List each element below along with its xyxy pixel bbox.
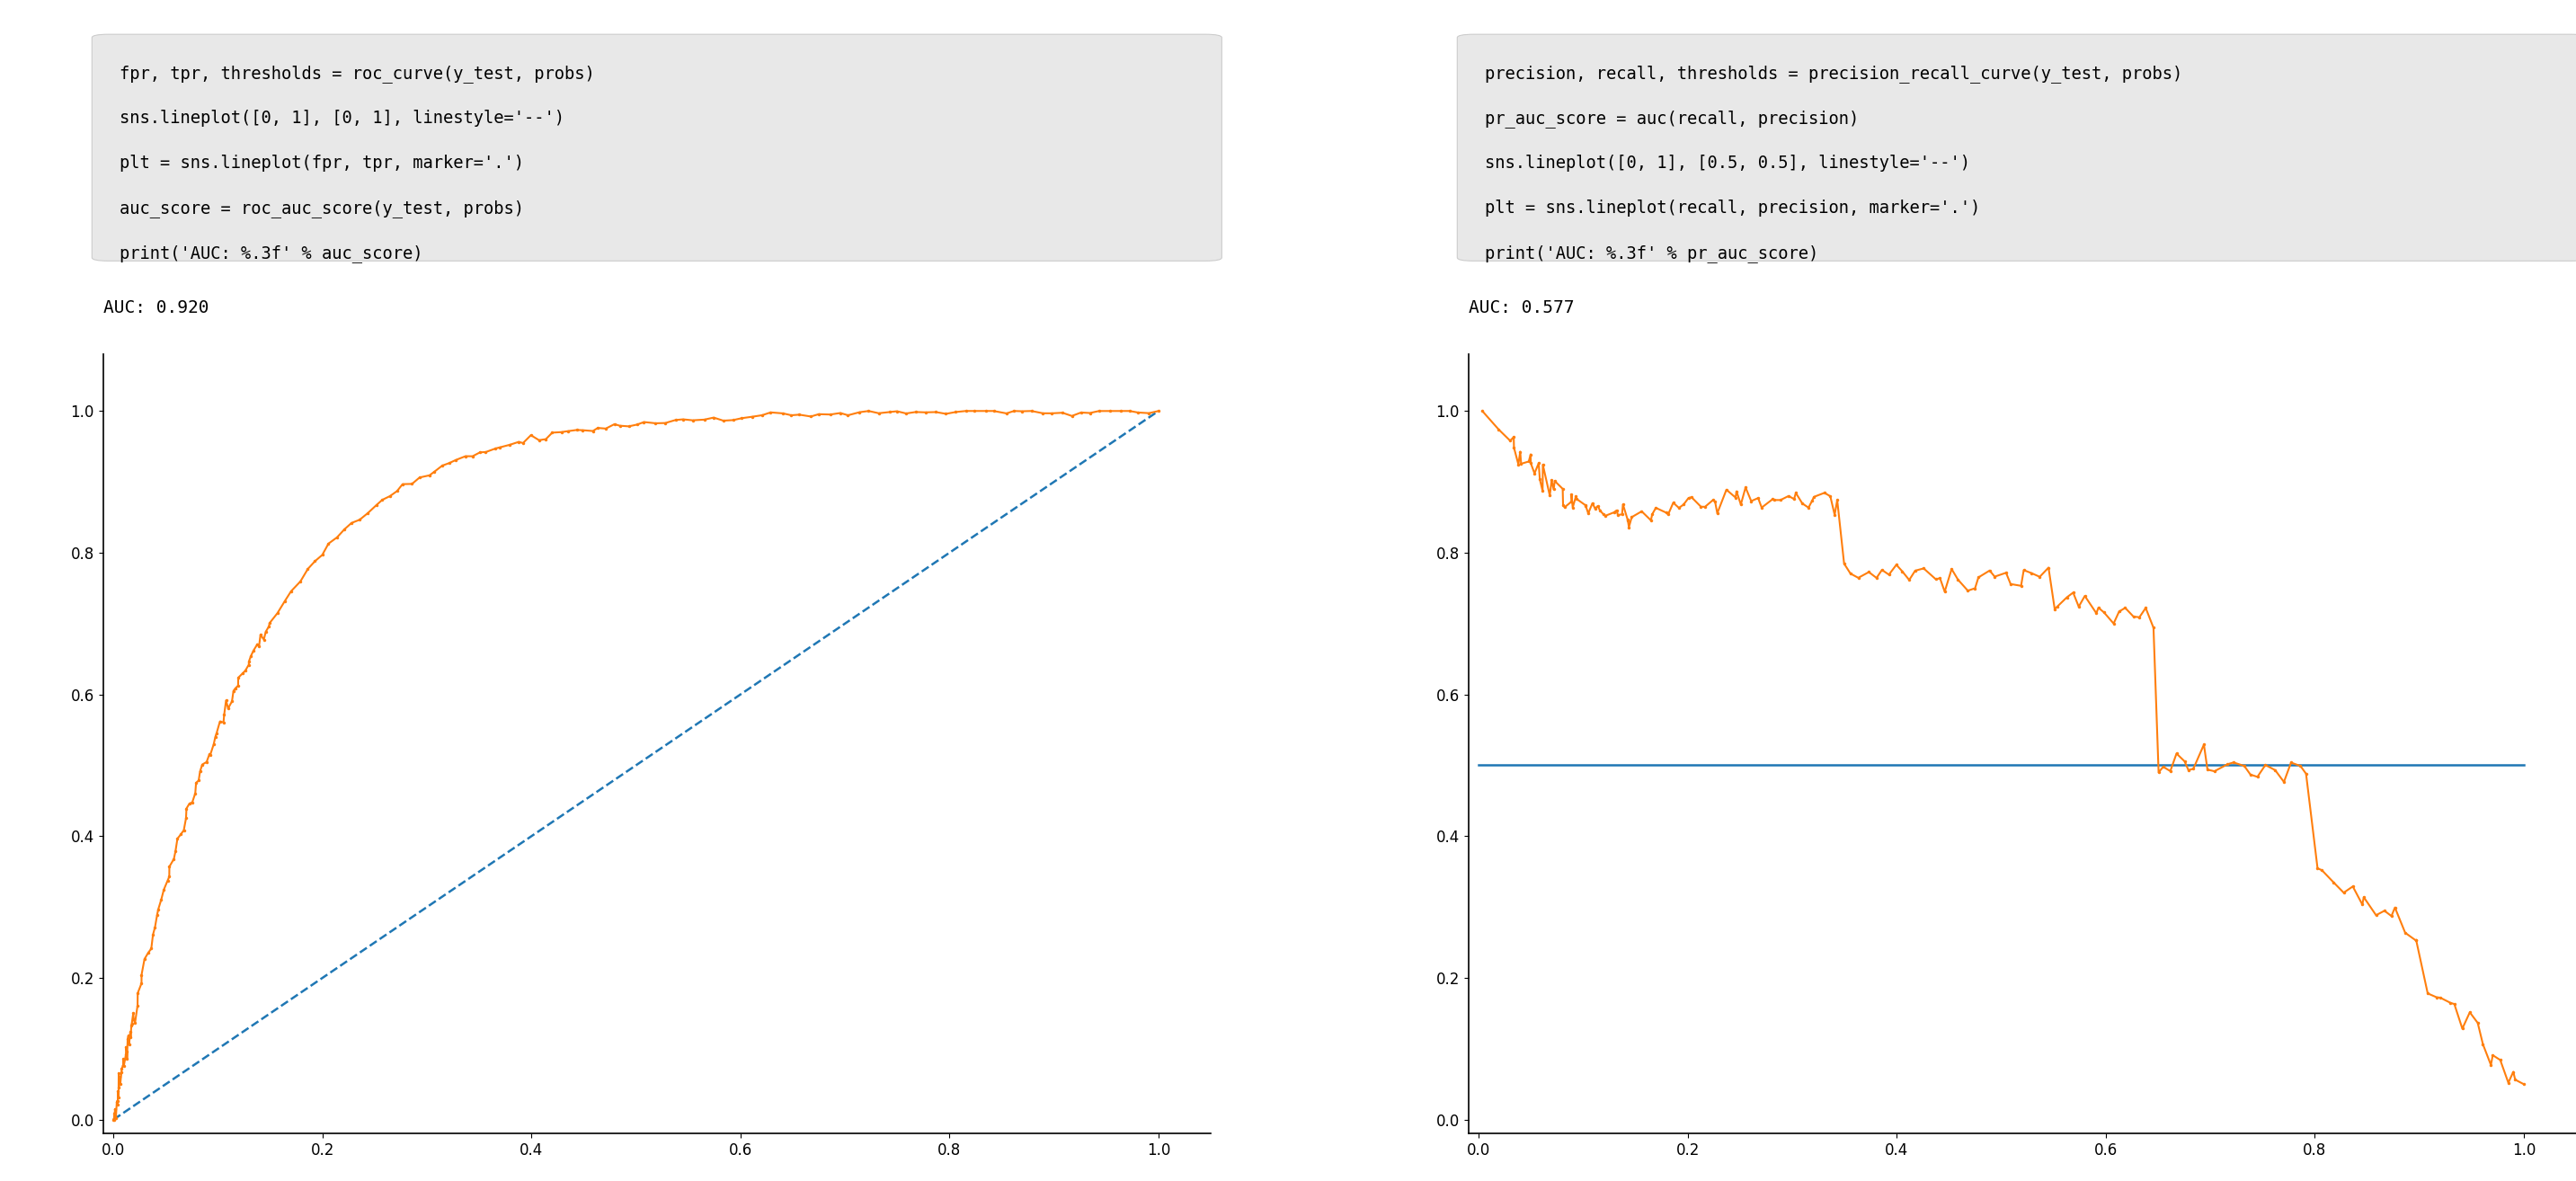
- Text: auc_score = roc_auc_score(y_test, probs): auc_score = roc_auc_score(y_test, probs): [118, 200, 523, 217]
- Text: sns.lineplot([0, 1], [0, 1], linestyle='--'): sns.lineplot([0, 1], [0, 1], linestyle='…: [118, 110, 564, 126]
- Text: AUC: 0.577: AUC: 0.577: [1468, 300, 1574, 317]
- Text: precision, recall, thresholds = precision_recall_curve(y_test, probs): precision, recall, thresholds = precisio…: [1484, 65, 2182, 83]
- Text: pr_auc_score = auc(recall, precision): pr_auc_score = auc(recall, precision): [1484, 110, 1860, 128]
- Text: print('AUC: %.3f' % auc_score): print('AUC: %.3f' % auc_score): [118, 244, 422, 262]
- FancyBboxPatch shape: [93, 34, 1221, 261]
- Text: plt = sns.lineplot(recall, precision, marker='.'): plt = sns.lineplot(recall, precision, ma…: [1484, 200, 1981, 216]
- Text: fpr, tpr, thresholds = roc_curve(y_test, probs): fpr, tpr, thresholds = roc_curve(y_test,…: [118, 65, 595, 83]
- Text: print('AUC: %.3f' % pr_auc_score): print('AUC: %.3f' % pr_auc_score): [1484, 244, 1819, 262]
- Text: sns.lineplot([0, 1], [0.5, 0.5], linestyle='--'): sns.lineplot([0, 1], [0.5, 0.5], linesty…: [1484, 155, 1971, 171]
- FancyBboxPatch shape: [1458, 34, 2576, 261]
- Text: AUC: 0.920: AUC: 0.920: [103, 300, 209, 317]
- Text: plt = sns.lineplot(fpr, tpr, marker='.'): plt = sns.lineplot(fpr, tpr, marker='.'): [118, 155, 523, 171]
